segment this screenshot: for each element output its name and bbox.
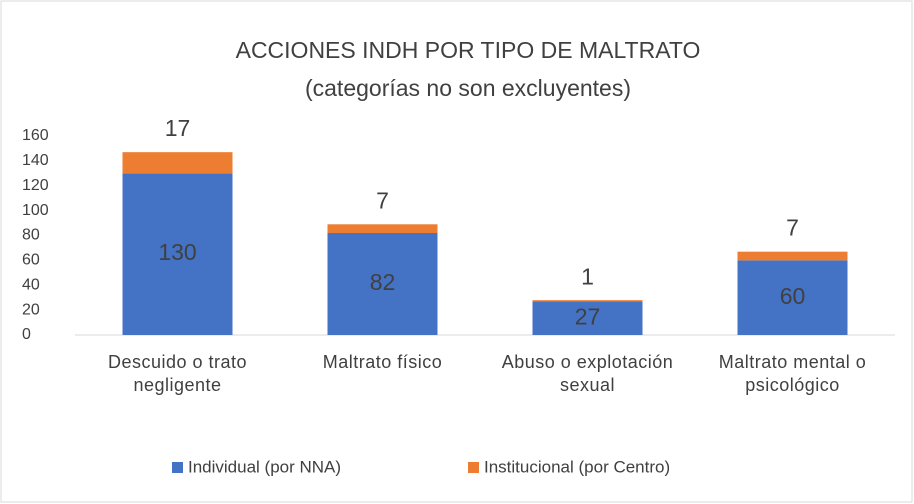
y-tick-label: 100	[22, 202, 49, 219]
bar-segment	[122, 152, 233, 174]
bar-segment	[737, 251, 848, 261]
x-tick-label: Maltrato mental o psicológico	[718, 352, 867, 395]
y-tick-label: 20	[22, 301, 40, 318]
data-label: 27	[575, 303, 601, 329]
chart-subtitle: (categorías no son excluyentes)	[305, 75, 631, 101]
data-label: 130	[158, 239, 196, 265]
x-tick-label: Abuso o explotación sexual	[501, 352, 674, 395]
y-tick-label: 140	[22, 152, 49, 169]
y-tick-label: 60	[22, 252, 40, 269]
bar-segment	[327, 224, 438, 234]
y-tick-label: 120	[22, 177, 49, 194]
bar-segment	[737, 260, 848, 335]
legend-label: Institucional (por Centro)	[484, 457, 670, 476]
bar-segment	[122, 173, 233, 335]
data-label: 1	[581, 263, 594, 289]
data-label: 7	[376, 187, 389, 213]
legend-label: Individual (por NNA)	[188, 457, 341, 476]
y-tick-label: 80	[22, 227, 40, 244]
data-label: 7	[786, 215, 799, 241]
x-tick-label: Maltrato físico	[322, 352, 443, 372]
y-tick-label: 160	[22, 127, 49, 144]
data-label: 82	[370, 269, 396, 295]
legend-swatch	[172, 462, 183, 473]
data-label: 60	[780, 283, 806, 309]
y-tick-label: 40	[22, 276, 40, 293]
bar-segment	[532, 301, 643, 335]
x-tick-label: Descuido o trato negligente	[107, 352, 248, 395]
data-label: 17	[165, 115, 191, 141]
legend-swatch	[468, 462, 479, 473]
bar-segment	[532, 300, 643, 302]
chart-title: ACCIONES INDH POR TIPO DE MALTRATO	[236, 37, 701, 63]
bar-segment	[327, 233, 438, 335]
y-tick-label: 0	[22, 326, 31, 343]
